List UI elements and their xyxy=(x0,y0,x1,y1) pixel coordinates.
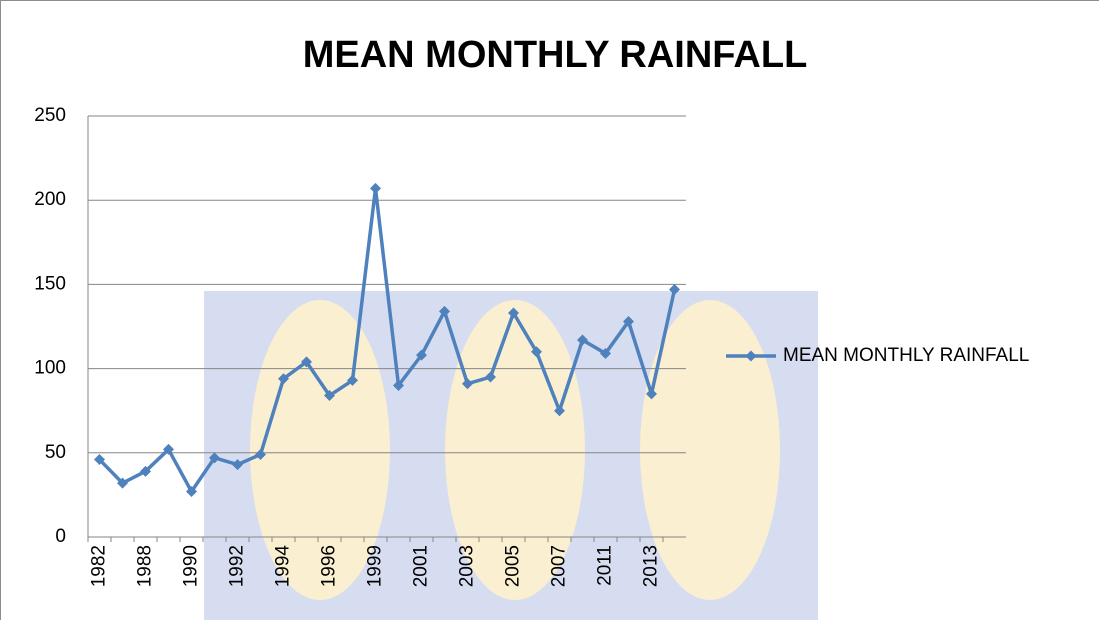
legend-label: MEAN MONTHLY RAINFALL xyxy=(783,345,1029,366)
plot-area: 0 50 100 150 200 250 1982 1988 1990 1992 1994 1996 1… xyxy=(34,105,1029,587)
x-tick-label: 2003 xyxy=(457,545,478,587)
data-point xyxy=(347,374,358,386)
data-point xyxy=(94,454,105,466)
y-tick-label: 150 xyxy=(34,273,66,294)
data-point xyxy=(393,379,404,391)
y-tick-label: 200 xyxy=(34,189,66,210)
y-tick-label: 250 xyxy=(34,105,66,126)
data-point xyxy=(117,477,128,489)
data-point xyxy=(232,459,243,471)
data-point xyxy=(646,388,657,400)
data-point xyxy=(669,283,680,295)
data-point xyxy=(416,349,427,361)
x-tick-label: 2007 xyxy=(549,545,570,587)
x-tick-label: 1990 xyxy=(181,545,202,587)
x-tick-label: 1982 xyxy=(89,545,110,587)
data-point xyxy=(186,486,197,498)
y-tick-label: 0 xyxy=(55,526,66,547)
x-tick-label: 2011 xyxy=(595,545,616,586)
data-point xyxy=(163,443,174,455)
x-tick-label: 1988 xyxy=(135,545,156,587)
y-tick-label: 50 xyxy=(45,442,66,463)
data-point xyxy=(554,405,565,417)
data-point xyxy=(278,373,289,385)
data-point xyxy=(485,371,496,383)
x-tick-label: 1999 xyxy=(365,545,386,587)
series-line xyxy=(98,186,677,494)
data-point xyxy=(577,334,588,346)
x-tick-label: 1996 xyxy=(319,545,340,587)
data-point xyxy=(209,452,220,464)
y-tick-label: 100 xyxy=(34,358,66,379)
data-point xyxy=(623,315,634,327)
x-tick-label: 2013 xyxy=(641,545,662,587)
x-tick-label: 1994 xyxy=(273,545,294,588)
x-tick-label: 2005 xyxy=(503,545,524,587)
data-point xyxy=(531,346,542,358)
data-point xyxy=(508,307,519,319)
data-point xyxy=(370,182,381,194)
data-point xyxy=(140,465,151,477)
data-point xyxy=(301,356,312,368)
data-point xyxy=(600,347,611,359)
chart-title: MEAN MONTHLY RAINFALL xyxy=(303,34,808,76)
x-tick-label: 1992 xyxy=(227,545,248,587)
data-point xyxy=(462,378,473,390)
data-point xyxy=(255,448,266,460)
x-tick-label: 2001 xyxy=(411,545,432,587)
legend-marker xyxy=(745,350,757,362)
data-point xyxy=(439,305,450,317)
data-point xyxy=(324,390,335,402)
watermark xyxy=(204,291,818,620)
